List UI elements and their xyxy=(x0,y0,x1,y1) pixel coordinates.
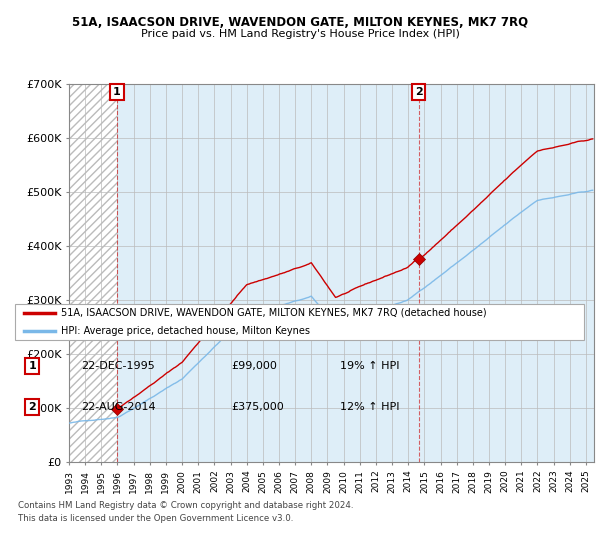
Text: Price paid vs. HM Land Registry's House Price Index (HPI): Price paid vs. HM Land Registry's House … xyxy=(140,29,460,39)
Text: 19% ↑ HPI: 19% ↑ HPI xyxy=(340,361,400,371)
Text: 22-AUG-2014: 22-AUG-2014 xyxy=(81,402,156,412)
Text: £375,000: £375,000 xyxy=(231,402,284,412)
Text: Contains HM Land Registry data © Crown copyright and database right 2024.
This d: Contains HM Land Registry data © Crown c… xyxy=(18,501,353,522)
Text: £99,000: £99,000 xyxy=(231,361,277,371)
Text: 12% ↑ HPI: 12% ↑ HPI xyxy=(340,402,400,412)
Text: 2: 2 xyxy=(415,87,422,97)
Text: 51A, ISAACSON DRIVE, WAVENDON GATE, MILTON KEYNES, MK7 7RQ: 51A, ISAACSON DRIVE, WAVENDON GATE, MILT… xyxy=(72,16,528,29)
Text: 51A, ISAACSON DRIVE, WAVENDON GATE, MILTON KEYNES, MK7 7RQ (detached house): 51A, ISAACSON DRIVE, WAVENDON GATE, MILT… xyxy=(61,308,487,318)
Text: 1: 1 xyxy=(28,361,36,371)
Text: 1: 1 xyxy=(113,87,121,97)
Text: 2: 2 xyxy=(28,402,36,412)
Text: HPI: Average price, detached house, Milton Keynes: HPI: Average price, detached house, Milt… xyxy=(61,326,310,336)
Bar xyxy=(69,84,118,462)
Text: 22-DEC-1995: 22-DEC-1995 xyxy=(81,361,155,371)
FancyBboxPatch shape xyxy=(15,304,584,340)
